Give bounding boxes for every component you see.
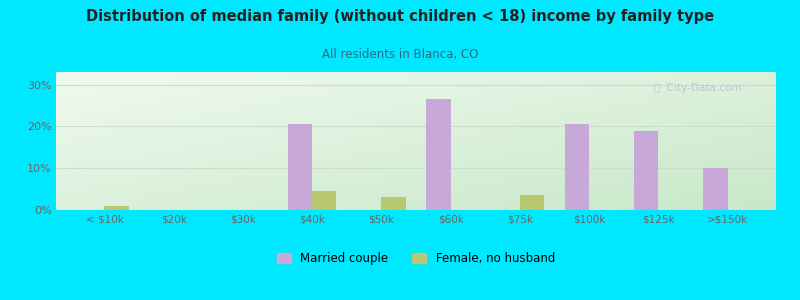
Bar <box>312 191 336 210</box>
Text: All residents in Blanca, CO: All residents in Blanca, CO <box>322 48 478 61</box>
Bar <box>288 124 312 210</box>
Text: Distribution of median family (without children < 18) income by family type: Distribution of median family (without c… <box>86 9 714 24</box>
Bar <box>426 99 450 210</box>
Bar <box>565 124 589 210</box>
Text: ⓘ  City-Data.com: ⓘ City-Data.com <box>654 83 741 93</box>
Bar <box>520 195 544 210</box>
Bar <box>634 130 658 210</box>
Bar <box>703 168 727 210</box>
Bar <box>105 206 129 210</box>
Bar <box>382 197 406 210</box>
Legend: Married couple, Female, no husband: Married couple, Female, no husband <box>277 252 555 265</box>
